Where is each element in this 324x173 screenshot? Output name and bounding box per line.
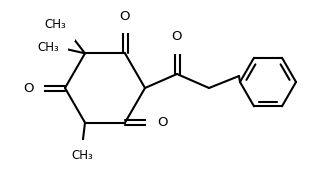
Text: O: O xyxy=(157,116,167,129)
Text: O: O xyxy=(23,81,33,94)
Text: O: O xyxy=(172,30,182,43)
Text: CH₃: CH₃ xyxy=(37,41,59,54)
Text: CH₃: CH₃ xyxy=(71,149,93,162)
Text: CH₃: CH₃ xyxy=(44,18,66,31)
Text: O: O xyxy=(120,10,130,23)
